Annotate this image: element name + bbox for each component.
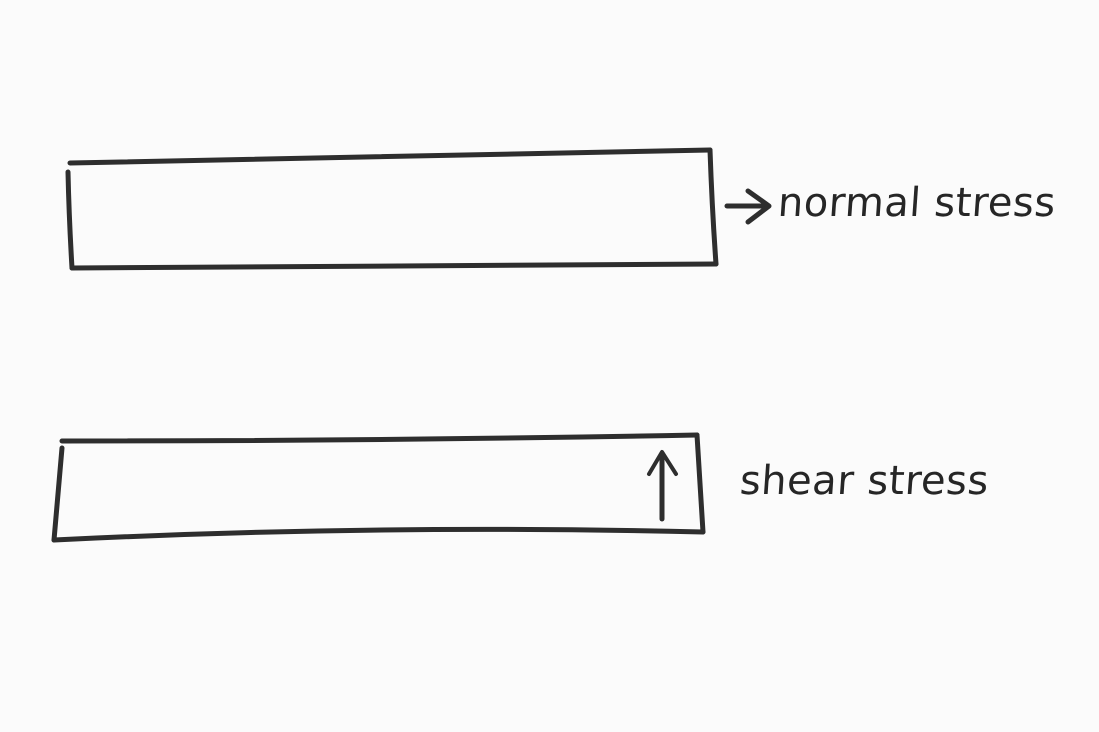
shear-stress-label: shear stress bbox=[738, 458, 991, 504]
normal-stress-bar bbox=[65, 147, 719, 271]
normal-stress-label: normal stress bbox=[776, 180, 1058, 226]
shear-stress-arrow-icon bbox=[647, 450, 678, 522]
normal-stress-arrow-icon bbox=[724, 188, 772, 225]
shear-stress-bar bbox=[51, 432, 706, 543]
